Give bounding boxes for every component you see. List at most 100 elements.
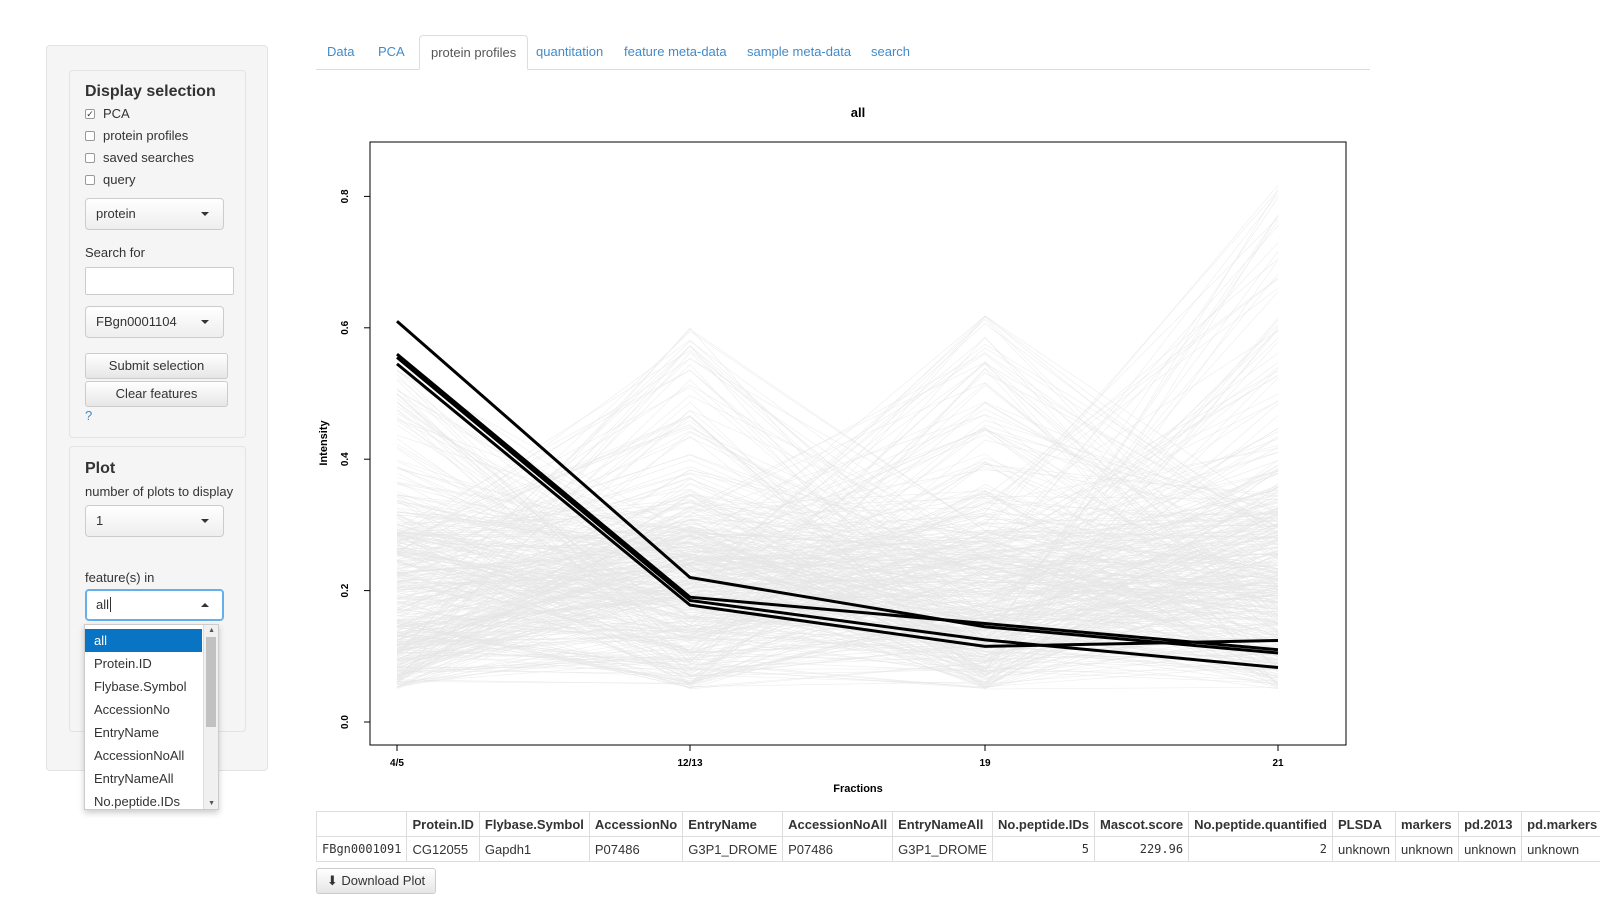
checkbox-query[interactable]: query (85, 172, 136, 188)
table-header-cell: AccessionNo (588, 811, 684, 837)
table-cell: 2 (1188, 836, 1333, 862)
tab-sample-meta-data[interactable]: sample meta-data (747, 44, 852, 59)
highlighted-profile-lines (396, 320, 1279, 669)
highlighted-profile-line (396, 320, 1279, 655)
table-cell: 229.96 (1093, 836, 1190, 862)
background-profile-line (396, 353, 1279, 671)
background-profile-line (396, 415, 1279, 690)
checkbox-checked-icon[interactable]: ✓ (85, 109, 95, 119)
scroll-up-arrow-icon[interactable]: ▲ (208, 627, 215, 634)
tab-bar: Data PCA protein profiles quantitation f… (316, 35, 1370, 70)
table-header-cell: No.peptide.IDs (991, 811, 1096, 837)
background-profile-line (396, 522, 1279, 539)
background-profile-line (396, 532, 1279, 632)
dropdown-option[interactable]: all (85, 629, 202, 652)
background-profile-line (396, 448, 1279, 634)
search-input[interactable] (85, 267, 234, 295)
background-profile-line (396, 514, 1279, 611)
table-row: FBgn0001091 CG12055 Gapdh1 P07486 G3P1_DROME… (315, 836, 1600, 862)
background-profile-line (396, 523, 1279, 605)
background-profile-line (396, 461, 1279, 584)
protein-profiles-plot: all Fractions Intensity 4/5 12/13 19 21 0.0 0… (318, 105, 1347, 795)
background-profile-line (396, 518, 1279, 682)
dropdown-option[interactable]: AccessionNo (94, 702, 170, 717)
x-tick-label: 19 (979, 758, 991, 769)
table-header-cell: No.peptide.quantified (1188, 811, 1333, 837)
background-profile-line (396, 586, 1279, 684)
table-header-cell: pd.markers (1521, 811, 1600, 837)
plot-title: all (851, 105, 865, 120)
caret-down-icon (201, 320, 209, 324)
background-profile-line (396, 429, 1279, 651)
background-profile-line (396, 488, 1279, 690)
table-cell: FBgn0001091 (315, 836, 408, 862)
background-profile-line (396, 401, 1279, 662)
checkbox-icon[interactable] (85, 153, 95, 163)
table-header-cell: pd.2013 (1458, 811, 1523, 837)
background-profile-line (396, 540, 1279, 675)
table-header-cell: Flybase.Symbol (478, 811, 590, 837)
type-select[interactable]: protein (85, 198, 224, 230)
background-profile-line (396, 581, 1279, 630)
feature-id-select[interactable]: FBgn0001104 (85, 306, 224, 338)
clear-features-button[interactable]: Clear features (85, 381, 228, 407)
dropdown-option[interactable]: Flybase.Symbol (94, 679, 187, 694)
dropdown-option[interactable]: Protein.ID (94, 656, 152, 671)
background-profile-line (396, 328, 1279, 645)
background-profile-line (396, 339, 1279, 626)
caret-down-icon (201, 212, 209, 216)
checkbox-pca[interactable]: ✓ PCA (85, 106, 130, 121)
background-profile-line (396, 401, 1279, 650)
dropdown-option[interactable]: AccessionNoAll (94, 748, 185, 763)
background-profile-line (396, 494, 1279, 637)
tab-protein-profiles[interactable]: protein profiles (419, 35, 529, 70)
background-profile-line (396, 343, 1279, 688)
download-plot-button[interactable]: ⬇ Download Plot (316, 868, 436, 894)
tab-quantitation[interactable]: quantitation (536, 44, 604, 59)
scroll-down-arrow-icon[interactable]: ▼ (208, 800, 215, 807)
tab-pca[interactable]: PCA (378, 44, 405, 59)
checkbox-icon[interactable] (85, 175, 95, 185)
background-profile-line (396, 431, 1279, 678)
checkbox-icon[interactable] (85, 131, 95, 141)
nplots-select[interactable]: 1 (85, 505, 224, 537)
dropdown-option[interactable]: EntryName (94, 725, 160, 740)
tab-feature-meta-data[interactable]: feature meta-data (624, 44, 727, 59)
help-link[interactable]: ? (85, 408, 93, 423)
table-header-cell: AccessionNoAll (782, 811, 894, 837)
table-header-cell: EntryNameAll (892, 811, 993, 837)
background-profile-line (396, 478, 1279, 610)
search-label: Search for (85, 245, 145, 260)
background-profile-line (396, 466, 1279, 654)
dropdown-option[interactable]: No.peptide.IDs (94, 794, 180, 809)
y-tick-label: 0.8 (340, 189, 351, 203)
features-dropdown-list[interactable]: all Protein.ID Flybase.Symbol AccessionNo En… (84, 624, 219, 810)
background-profile-line (396, 362, 1279, 653)
background-profile-line (396, 495, 1279, 683)
background-profile-line (396, 291, 1279, 620)
dropdown-option[interactable]: EntryNameAll (94, 771, 174, 786)
background-profile-line (396, 361, 1279, 633)
checkbox-saved-searches[interactable]: saved searches (85, 150, 194, 166)
checkbox-protein-profiles[interactable]: protein profiles (85, 128, 188, 144)
background-profile-line (396, 532, 1279, 626)
background-profile-line (396, 469, 1279, 567)
table-cell: Gapdh1 (478, 836, 590, 862)
sidebar-panel: Display selection ✓ PCA protein profiles … (46, 45, 268, 771)
background-profile-line (396, 483, 1279, 623)
background-profile-line (396, 340, 1279, 624)
features-in-select[interactable]: all (85, 589, 224, 621)
submit-selection-button[interactable]: Submit selection (85, 353, 228, 379)
table-header-cell: Mascot.score (1093, 811, 1190, 837)
table-cell: 5 (991, 836, 1096, 862)
background-profile-line (396, 497, 1279, 628)
tab-data[interactable]: Data (327, 44, 355, 59)
background-profile-line (396, 215, 1279, 689)
dropdown-scrollbar-thumb[interactable] (206, 637, 216, 727)
background-profile-line (396, 366, 1279, 612)
y-tick-label: 0.6 (340, 320, 351, 334)
tab-search[interactable]: search (871, 44, 911, 59)
table-cell: unknown (1521, 836, 1600, 862)
background-profile-line (396, 502, 1279, 674)
background-profile-line (396, 461, 1279, 673)
